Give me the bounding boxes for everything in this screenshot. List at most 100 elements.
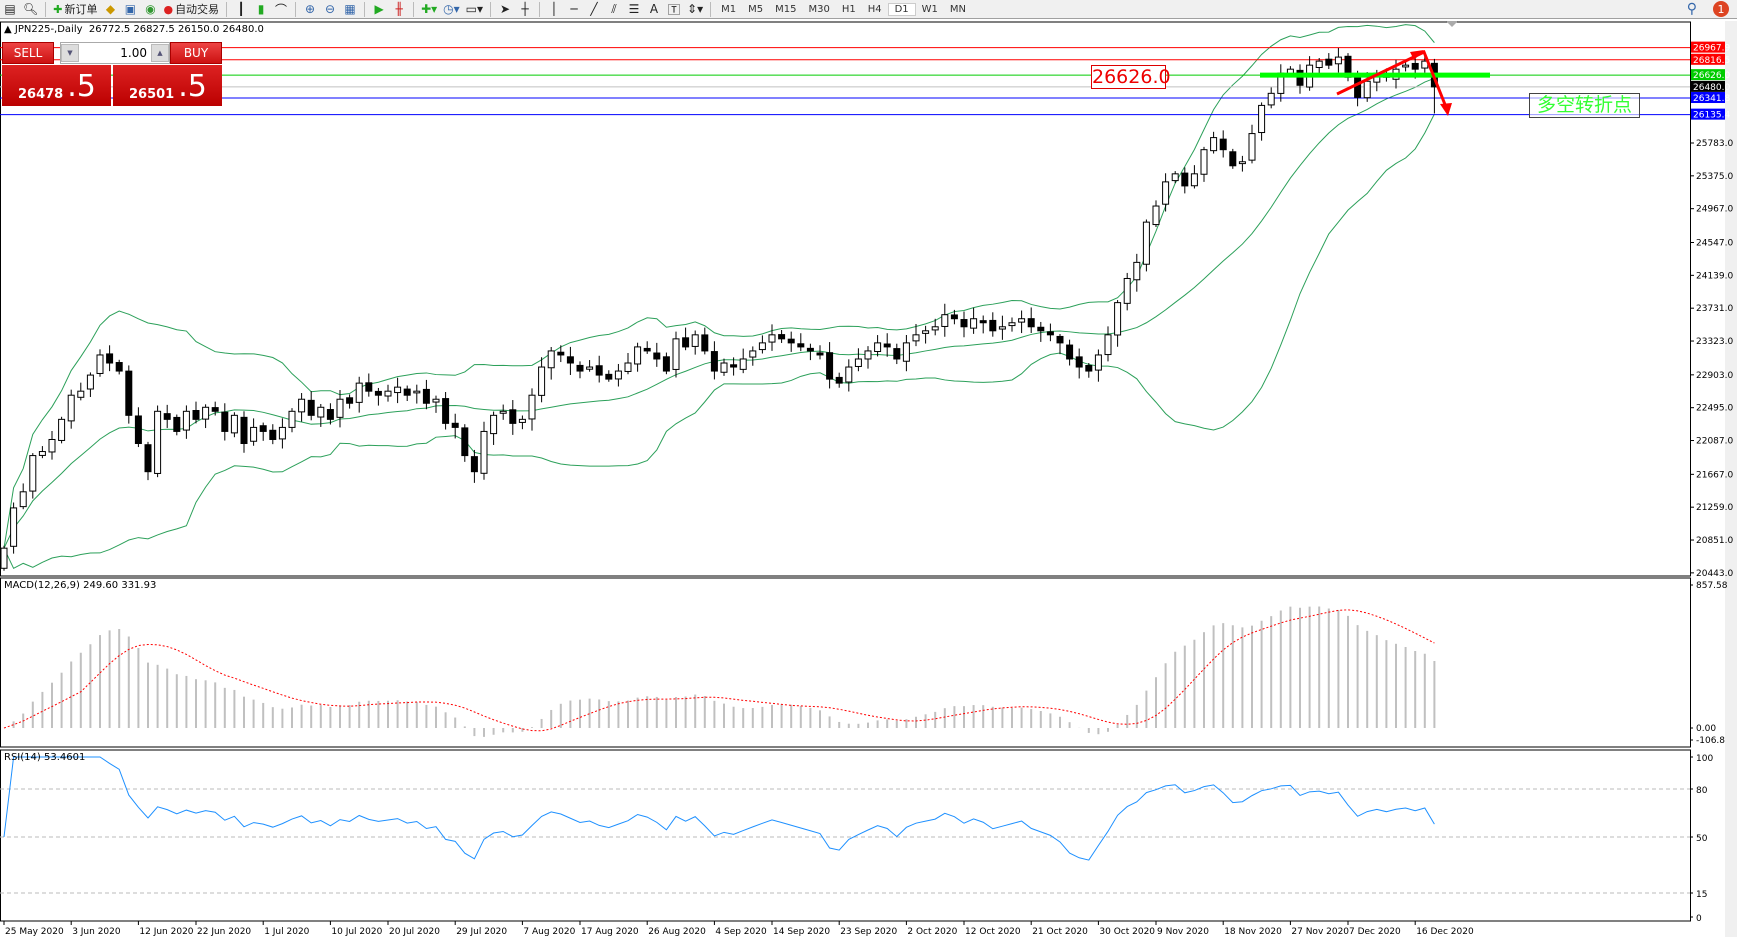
fibonacci-icon[interactable]: ☰ (628, 2, 640, 16)
bear-candle (346, 397, 354, 404)
chart-shift-icon[interactable]: ╫ (395, 2, 403, 16)
indicators-icon[interactable]: ✚▾ (421, 2, 438, 16)
bull-candle (1267, 92, 1275, 106)
bear-candle (730, 364, 738, 368)
horizontal-line-icon[interactable]: ─ (570, 2, 578, 16)
crosshair-icon[interactable]: ┼ (521, 2, 529, 16)
candlestick-icon[interactable]: ▮ (257, 2, 265, 16)
ohlc-high: 26827.5 (133, 24, 175, 35)
volume-increase-icon[interactable]: ▲ (151, 44, 169, 62)
terminal-icon[interactable]: ▣ (124, 2, 137, 16)
price-level-label: 26135.4 (1693, 111, 1730, 121)
chart-area[interactable]: 25783.0 25375.0 24967.0 24547.0 24139.0 23731… (0, 21, 1737, 937)
bear-candle (1354, 76, 1362, 98)
macd-label: MACD(12,26,9) 249.60 331.93 (4, 580, 156, 591)
bull-candle (845, 366, 853, 383)
toolbar-separator (413, 1, 415, 17)
bull-candle (902, 342, 910, 362)
timeframe-m15[interactable]: M15 (775, 3, 797, 15)
bull-candle (355, 382, 363, 403)
sell-price-button[interactable]: 26478.5 (2, 65, 111, 106)
turning-point-text[interactable]: 多空转折点 (1529, 93, 1640, 118)
bull-candle (480, 430, 488, 474)
macd-name: MACD(12,26,9) (4, 580, 80, 591)
x-tick-label: 30 Oct 2020 (1099, 927, 1155, 937)
timeframe-mn[interactable]: MN (949, 3, 967, 15)
search-icon[interactable]: ⚲ (1686, 1, 1697, 17)
timeframe-m30[interactable]: M30 (808, 3, 830, 15)
bear-candle (1181, 172, 1189, 187)
x-tick-label: 18 Nov 2020 (1224, 927, 1282, 937)
templates-icon[interactable]: ▭▾ (465, 2, 484, 16)
bull-candle (547, 350, 555, 369)
x-tick-label: 2 Oct 2020 (907, 927, 957, 937)
bear-candle (710, 351, 718, 372)
collapse-triangle-icon[interactable]: ▲ (4, 24, 12, 35)
bull-candle (749, 350, 757, 358)
bull-candle (614, 370, 622, 380)
buy-price-button[interactable]: 26501.5 (113, 65, 222, 106)
notification-badge[interactable]: 1 (1713, 1, 1729, 17)
bull-candle (202, 406, 210, 420)
timeframe-w1[interactable]: W1 (921, 3, 938, 15)
timeframe-m5[interactable]: M5 (748, 3, 764, 15)
zoom-in-icon[interactable]: ⊕ (305, 2, 316, 16)
bull-candle (413, 390, 421, 394)
x-tick-label: 9 Nov 2020 (1157, 927, 1209, 937)
bull-candle (1008, 322, 1016, 327)
timeframe-d1[interactable]: D1 (887, 2, 916, 16)
cursor-icon[interactable]: ➤ (499, 2, 511, 16)
x-tick-label: 16 Dec 2020 (1416, 927, 1474, 937)
new-order-button[interactable]: ✚ 新订单 (50, 0, 100, 18)
bear-candle (1411, 62, 1419, 70)
bull-candle (230, 414, 238, 434)
bull-candle (288, 410, 296, 428)
x-tick-label: 1 Jul 2020 (264, 927, 309, 937)
timeframe-h4[interactable]: H4 (867, 3, 882, 15)
bar-chart-icon[interactable]: ┃ (237, 2, 245, 16)
bear-candle (470, 456, 478, 473)
timeframe-h1[interactable]: H1 (841, 3, 856, 15)
level-price-label[interactable]: 26626.0 (1091, 65, 1171, 89)
bull-candle (864, 350, 872, 360)
sell-button[interactable]: SELL (2, 42, 54, 64)
line-chart-icon[interactable]: ⌒ (275, 2, 288, 17)
toolbar-separator (539, 1, 541, 17)
bear-candle (806, 347, 814, 352)
bear-candle (1046, 331, 1054, 336)
auto-scroll-icon[interactable]: ▶ (374, 2, 384, 16)
zoom-out-icon[interactable]: ⊖ (325, 2, 336, 16)
bull-candle (432, 398, 440, 403)
bull-candle (1162, 181, 1170, 205)
tile-windows-icon[interactable]: ▦ (344, 2, 356, 16)
vertical-line-icon[interactable]: │ (550, 2, 558, 16)
buy-button[interactable]: BUY (170, 42, 222, 64)
price-level-label: 26626.0 (1693, 71, 1730, 81)
macd-y-tick-label: 0.00 (1696, 724, 1716, 734)
auto-trading-button[interactable]: ● 自动交易 (160, 0, 222, 18)
metaeditor-icon[interactable]: ◆ (105, 2, 116, 16)
arrows-icon[interactable]: ⇕▾ (687, 2, 704, 16)
price-level-tag (1691, 41, 1725, 53)
bull-candle (874, 342, 882, 352)
market-watch-icon[interactable]: ▤ (4, 2, 16, 16)
bull-candle (758, 342, 766, 351)
bear-candle (1219, 138, 1227, 151)
bull-candle (0, 547, 8, 569)
equidistant-channel-icon[interactable]: ⫽ (611, 1, 617, 16)
trendline-icon[interactable]: ╱ (590, 2, 598, 16)
bull-candle (528, 394, 536, 420)
signals-icon[interactable]: ◉ (145, 2, 156, 16)
volume-input[interactable]: 1.00 (120, 46, 147, 60)
volume-decrease-icon[interactable]: ▼ (61, 44, 79, 62)
text-label-icon[interactable]: 🅃 (668, 2, 681, 17)
text-tool-icon[interactable]: A (649, 2, 659, 16)
bull-candle (1114, 302, 1122, 336)
timeframe-m1[interactable]: M1 (721, 3, 737, 15)
volume-stepper[interactable]: ▼ 1.00 ▲ (60, 42, 170, 64)
zoom-search-icon[interactable]: 🔍︎ (23, 2, 39, 16)
periods-clock-icon[interactable]: ◷▾ (443, 2, 460, 16)
toolbar-separator (364, 1, 366, 17)
bear-candle (701, 334, 709, 352)
main-pane-frame (0, 21, 1691, 577)
